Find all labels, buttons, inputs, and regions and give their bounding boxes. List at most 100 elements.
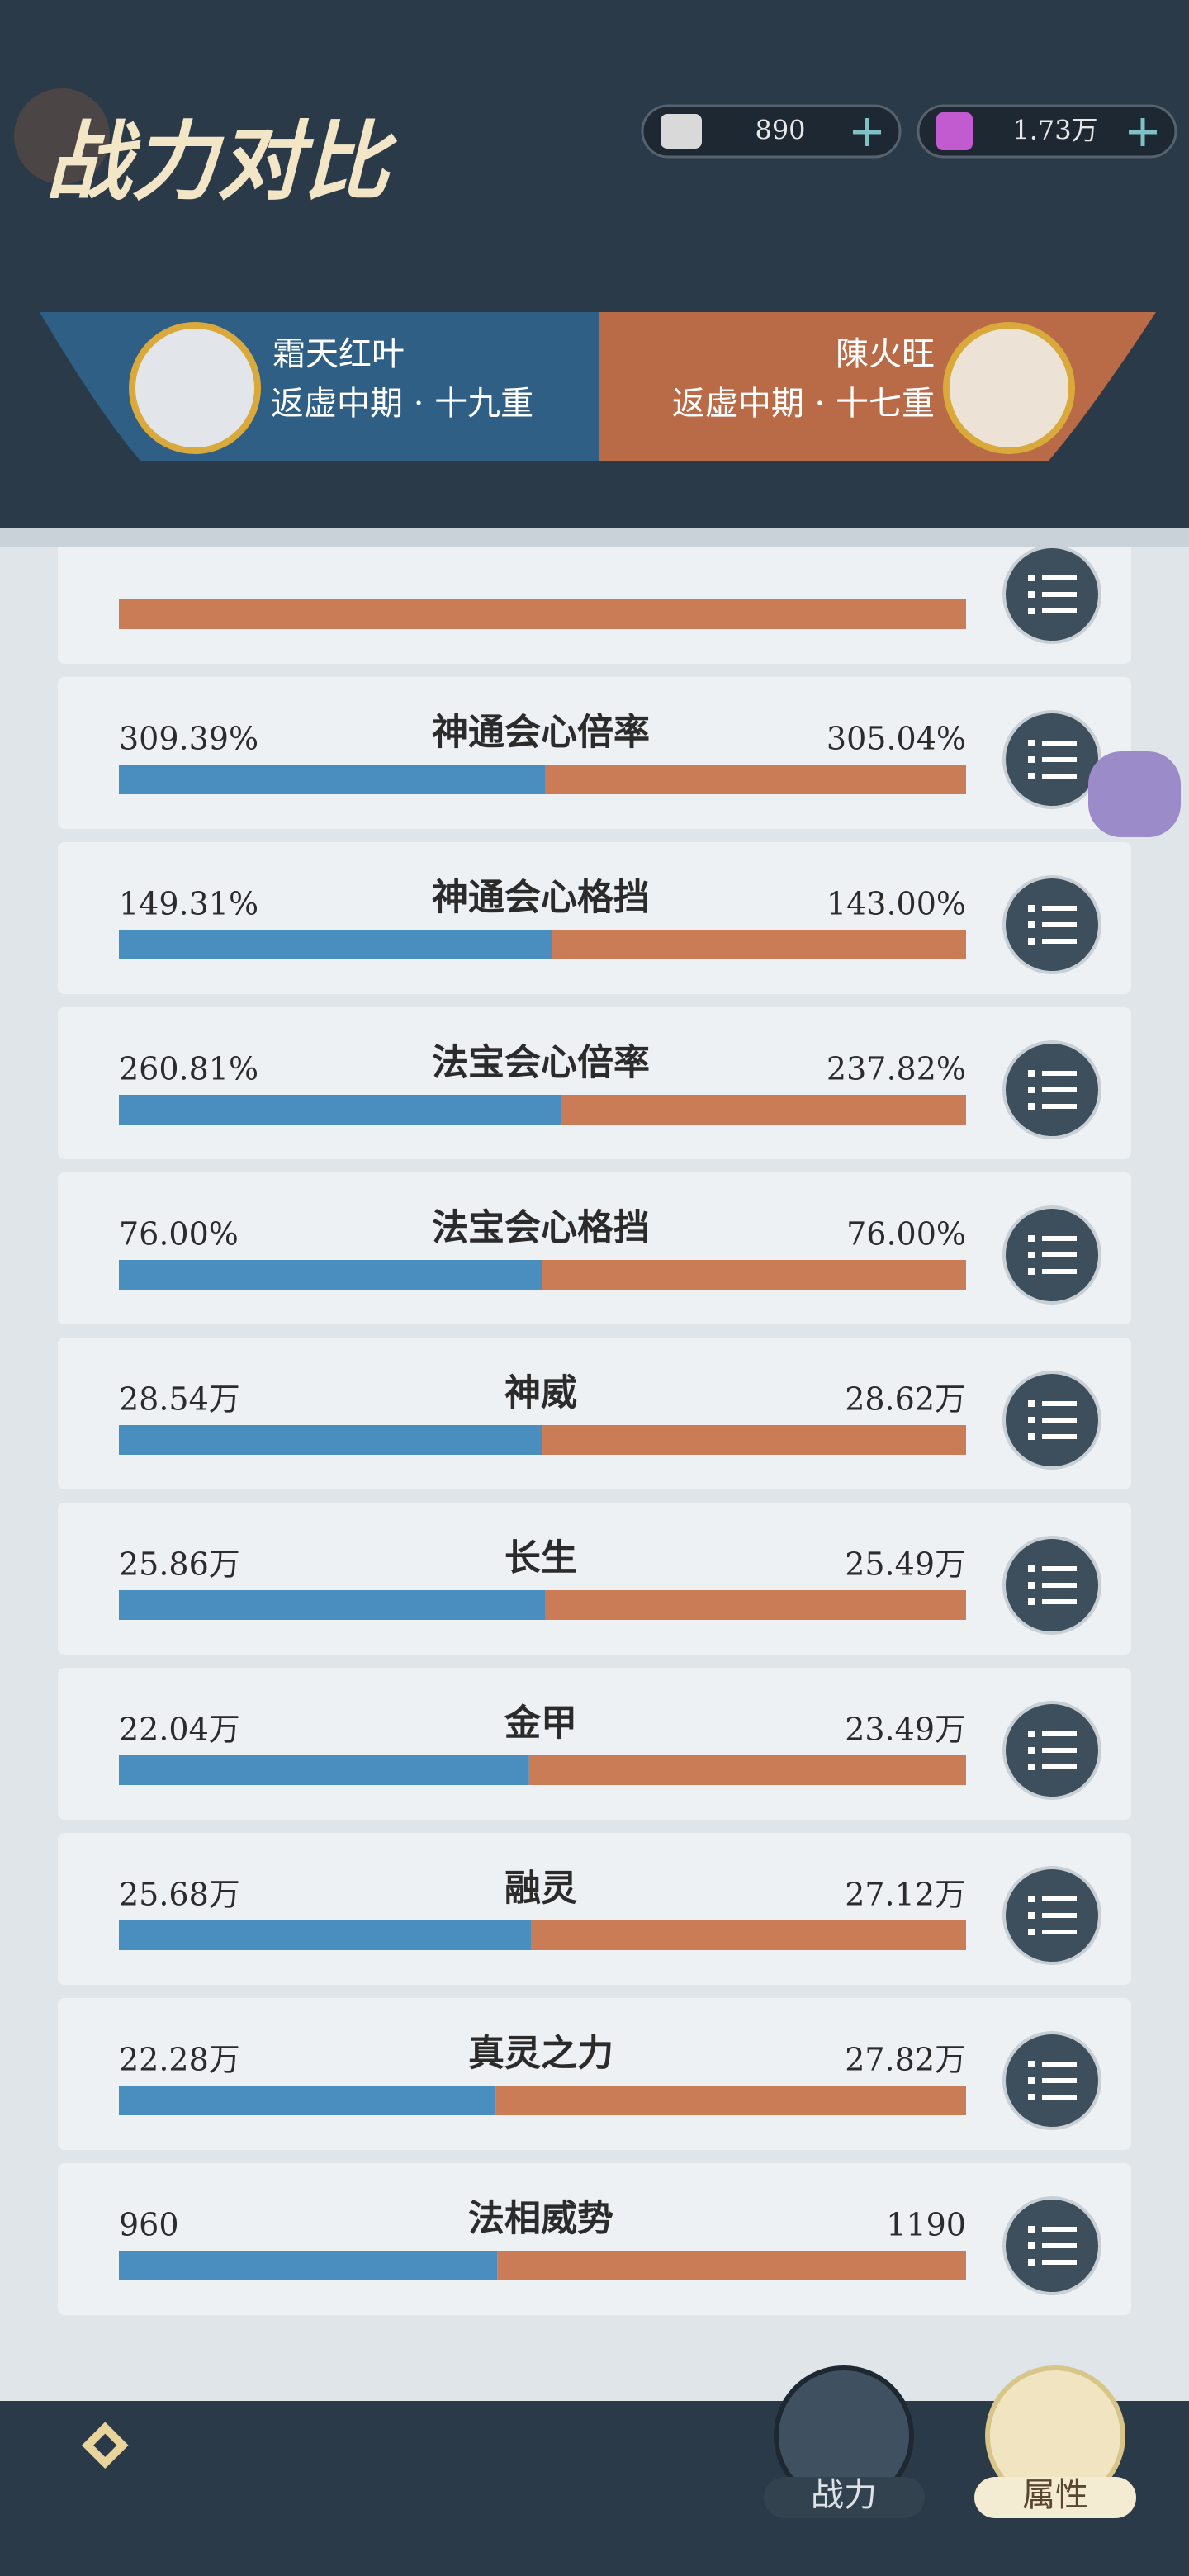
tab-label-bg	[974, 2477, 1136, 2518]
detail-icon	[1028, 938, 1035, 945]
detail-icon	[1028, 608, 1035, 614]
currency-amount: 890	[755, 115, 805, 146]
right-bar	[497, 2251, 966, 2280]
detail-icon	[1042, 2227, 1077, 2232]
detail-icon	[1028, 1912, 1035, 1919]
right-value: 237.82%	[827, 1051, 966, 1087]
detail-icon	[1042, 922, 1077, 927]
left-value: 28.54万	[119, 1381, 240, 1418]
left-bar	[119, 2251, 498, 2280]
detail-icon	[1028, 591, 1035, 598]
currency-pill	[641, 104, 902, 159]
detail-icon	[1028, 575, 1035, 581]
right-value: 1190	[886, 2207, 966, 2243]
left-bar	[119, 765, 546, 794]
row-title: 神通会心倍率	[432, 712, 650, 754]
left-bar	[119, 1590, 546, 1620]
floating-button[interactable]	[1088, 751, 1181, 837]
detail-icon	[1042, 2078, 1077, 2083]
detail-icon	[1042, 906, 1077, 911]
right-value: 305.04%	[827, 721, 966, 757]
left-value: 25.86万	[119, 1546, 240, 1583]
detail-icon	[1042, 1566, 1077, 1571]
row-title: 法宝会心倍率	[432, 1042, 650, 1084]
detail-icon	[1042, 1236, 1077, 1241]
player-name: 陳火旺	[836, 335, 935, 373]
add-button[interactable]	[853, 118, 881, 146]
back-button[interactable]	[81, 2422, 129, 2469]
right-value: 25.49万	[845, 1546, 966, 1583]
detail-icon	[1028, 1235, 1035, 1242]
detail-icon	[1042, 1104, 1077, 1109]
detail-icon	[1028, 1731, 1035, 1737]
detail-icon	[1042, 2062, 1077, 2067]
row-title: 融灵	[504, 1868, 577, 1910]
right-bar	[528, 1755, 966, 1785]
detail-icon	[1028, 740, 1035, 746]
tab-label[interactable]: 战力	[811, 2476, 877, 2514]
detail-icon	[1028, 1087, 1035, 1093]
left-bar	[119, 1095, 562, 1125]
detail-icon	[1028, 1747, 1035, 1754]
player-realm: 返虚中期 · 十七重	[672, 385, 935, 423]
player-name: 霜天红叶	[272, 335, 405, 373]
detail-icon	[1042, 2095, 1077, 2100]
detail-icon	[1028, 1268, 1035, 1275]
detail-icon	[1042, 1401, 1077, 1406]
left-bar	[119, 930, 552, 959]
detail-icon	[1028, 1598, 1035, 1605]
left-bar	[119, 2086, 496, 2115]
detail-icon	[1042, 592, 1077, 597]
detail-icon	[1042, 741, 1077, 746]
detail-icon	[1042, 1269, 1077, 1274]
right-value: 27.12万	[845, 1877, 966, 1913]
left-value: 960	[119, 2207, 179, 2243]
detail-icon	[1042, 608, 1077, 613]
detail-icon	[1028, 2077, 1035, 2084]
left-value: 309.39%	[119, 721, 258, 757]
currency-amount: 1.73万	[1012, 115, 1097, 146]
row-title: 法宝会心格挡	[432, 1207, 650, 1249]
detail-icon	[1028, 1565, 1035, 1572]
left-avatar	[129, 322, 261, 454]
row-title: 神通会心格挡	[432, 877, 650, 919]
detail-icon	[1028, 1896, 1035, 1902]
detail-icon	[1028, 1252, 1035, 1258]
currency-pill	[917, 104, 1177, 159]
detail-icon	[1042, 939, 1077, 944]
left-bar	[119, 1920, 532, 1950]
detail-icon	[1028, 1929, 1035, 1935]
right-value: 28.62万	[845, 1381, 966, 1418]
right-bar	[561, 1095, 966, 1125]
tab-label[interactable]: 属性	[1022, 2476, 1088, 2514]
row-title: 金甲	[504, 1702, 577, 1745]
right-bar	[545, 765, 966, 794]
left-bar	[119, 1260, 542, 1290]
detail-icon	[1042, 1748, 1077, 1753]
detail-icon	[1028, 2094, 1035, 2100]
detail-icon	[1042, 2243, 1077, 2248]
detail-icon	[1028, 1433, 1035, 1440]
detail-icon	[1042, 1252, 1077, 1257]
header: 战力对比 890 1.73万 霜天红叶 返虚中期 · 十九重 陳火旺 返虚中期 …	[0, 0, 1189, 547]
page-title: 战力对比	[45, 111, 398, 212]
left-value: 260.81%	[119, 1051, 258, 1087]
tab-label-bg	[764, 2477, 925, 2518]
left-value: 22.04万	[119, 1712, 240, 1748]
bar-track	[119, 599, 966, 629]
bottom-bar: 战力 属性	[0, 2365, 1189, 2576]
left-value: 22.28万	[119, 2042, 240, 2078]
detail-icon	[1042, 1087, 1077, 1092]
left-value: 25.68万	[119, 1877, 240, 1913]
right-avatar	[943, 322, 1075, 454]
detail-icon	[1028, 921, 1035, 928]
detail-icon	[1028, 1764, 1035, 1770]
right-bar	[542, 1260, 966, 1290]
right-bar	[531, 1920, 966, 1950]
left-bar	[119, 1755, 529, 1785]
header-edge	[0, 528, 1189, 547]
detail-icon	[1028, 756, 1035, 763]
add-button[interactable]	[1129, 118, 1157, 146]
currency-icon	[661, 114, 702, 149]
